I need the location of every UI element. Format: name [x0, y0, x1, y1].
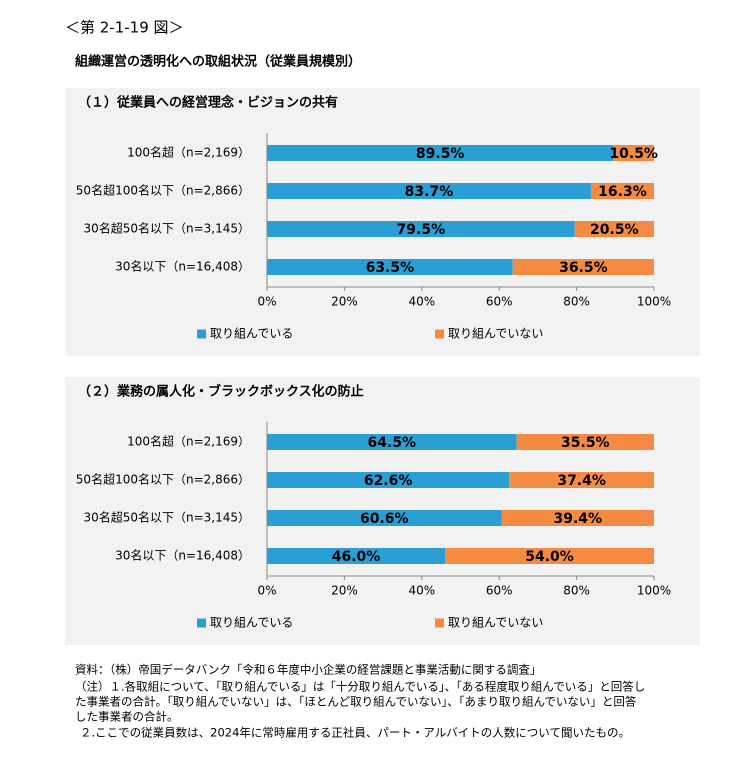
legend-label: 取り組んでいる [210, 327, 293, 341]
bar-segment [590, 183, 654, 199]
x-tick-label: 60% [486, 584, 513, 598]
data-label: 60.6% [360, 511, 409, 527]
data-label: 10.5% [609, 146, 658, 162]
bar-segment [501, 510, 654, 526]
legend-label: 取り組んでいない [448, 616, 543, 630]
bar-segment [267, 221, 575, 237]
bar-segment [267, 145, 614, 161]
x-tick-label: 20% [331, 584, 358, 598]
x-tick-label: 40% [408, 295, 435, 309]
y-tick-label: 100名超（n=2,169） [127, 434, 250, 449]
x-tick-label: 80% [563, 295, 590, 309]
bar-segment [445, 548, 654, 564]
bar-segment [267, 510, 502, 526]
y-tick-label: 30名以下（n=16,408） [115, 548, 250, 563]
data-label: 79.5% [397, 222, 446, 238]
bar-segment [267, 434, 517, 450]
y-tick-label: 30名超50名以下（n=3,145） [83, 221, 250, 236]
x-tick-label: 0% [257, 584, 276, 598]
data-label: 54.0% [525, 549, 574, 565]
data-label: 46.0% [332, 549, 381, 565]
data-label: 83.7% [405, 184, 454, 200]
legend-swatch [197, 329, 206, 339]
data-label: 36.5% [559, 260, 608, 276]
y-tick-label: 100名超（n=2,169） [127, 145, 250, 160]
x-tick-label: 0% [257, 295, 276, 309]
data-label: 62.6% [364, 473, 413, 489]
legend-swatch [435, 618, 444, 628]
data-label: 64.5% [368, 435, 417, 451]
bar-segment [509, 472, 654, 488]
legend-label: 取り組んでいない [448, 327, 543, 341]
x-tick-label: 60% [486, 295, 513, 309]
y-tick-label: 30名以下（n=16,408） [115, 259, 250, 274]
legend-swatch [197, 618, 206, 628]
legend-label: 取り組んでいる [210, 616, 293, 630]
note: ２.ここでの従業員数は、2024年に常時雇用する正社員、パート・アルバイトの人数… [80, 726, 630, 740]
bar-segment [613, 145, 654, 161]
figure-title: 組織運営の透明化への取組状況（従業員規模別） [75, 54, 361, 70]
bar-segment [512, 259, 654, 275]
data-label: 20.5% [590, 222, 639, 238]
x-tick-label: 80% [563, 584, 590, 598]
note: した事業者の合計。 [75, 710, 179, 724]
note: （注）１.各取組について、「取り組んでいる」は「十分取り組んでいる」、「ある程度… [75, 680, 645, 694]
data-label: 37.4% [557, 473, 606, 489]
bar-segment [516, 434, 654, 450]
x-tick-label: 100% [637, 295, 671, 309]
x-tick-label: 100% [637, 584, 671, 598]
data-label: 16.3% [598, 184, 647, 200]
data-label: 39.4% [553, 511, 602, 527]
y-tick-label: 50名超100名以下（n=2,866） [76, 183, 250, 198]
legend-swatch [435, 329, 444, 339]
note: た事業者の合計。「取り組んでいない」は、「ほとんど取り組んでいない」、「あまり取… [75, 695, 637, 709]
bar-segment [267, 472, 510, 488]
bar-segment [267, 548, 446, 564]
figure-label: ＜第 2-1-19 図＞ [65, 19, 184, 37]
data-label: 63.5% [366, 260, 415, 276]
bar-segment [267, 183, 591, 199]
y-tick-label: 30名超50名以下（n=3,145） [83, 510, 250, 525]
x-tick-label: 20% [331, 295, 358, 309]
chart-title: （１）従業員への経営理念・ビジョンの共有 [78, 95, 338, 111]
chart-title: （２）業務の属人化・ブラックボックス化の防止 [78, 384, 364, 400]
bar-segment [574, 221, 654, 237]
data-label: 35.5% [561, 435, 610, 451]
bar-segment [267, 259, 513, 275]
data-label: 89.5% [416, 146, 465, 162]
note: 資料：（株）帝国データバンク「令和６年度中小企業の経営課題と事業活動に関する調査… [75, 663, 541, 677]
x-tick-label: 40% [408, 584, 435, 598]
y-tick-label: 50名超100名以下（n=2,866） [76, 472, 250, 487]
